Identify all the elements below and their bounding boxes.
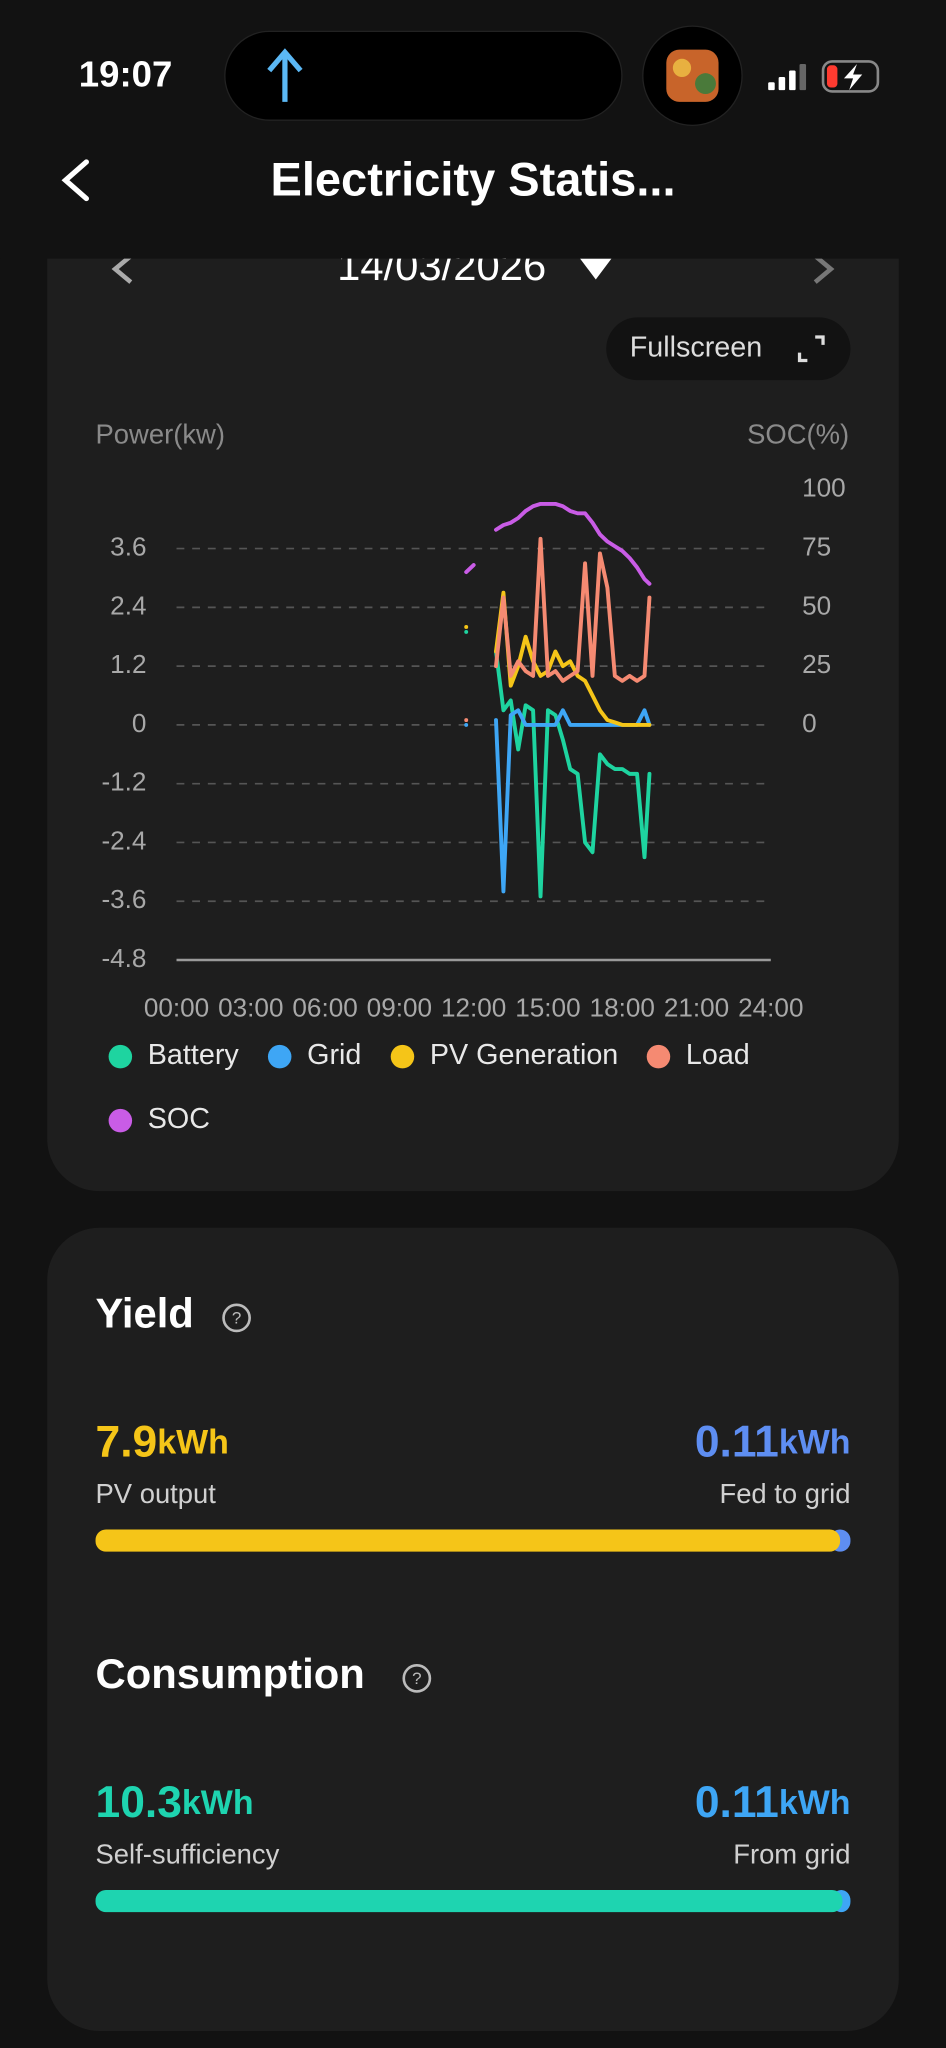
y-tick-label: -3.6 [101, 884, 146, 914]
back-button[interactable] [61, 159, 89, 202]
x-tick-label: 00:00 [144, 993, 209, 1023]
x-tick-label: 09:00 [367, 993, 432, 1023]
value: 0.11 [695, 1417, 779, 1466]
signal-bar [799, 64, 807, 91]
charging-icon [843, 64, 863, 91]
legend-swatch [267, 1044, 292, 1069]
help-glyph[interactable]: ? [232, 1309, 241, 1328]
battery [821, 60, 880, 93]
series-line [464, 629, 652, 899]
y-tick-label: -1.2 [101, 767, 146, 797]
legend: Battery Grid PV Generation Load SOC [108, 1039, 750, 1135]
unit: kWh [157, 1424, 229, 1462]
bar-segment [95, 1529, 841, 1552]
legend-label: PV Generation [430, 1039, 618, 1071]
stats-card [47, 1227, 899, 2032]
y-tick-label: -4.8 [101, 943, 146, 973]
fullscreen-icon[interactable] [797, 335, 825, 363]
stat-value: 0.11kWh [695, 1417, 851, 1466]
yield-bar [95, 1529, 851, 1552]
value: 7.9 [96, 1417, 158, 1466]
stat-label: From grid [733, 1838, 850, 1869]
x-tick-label: 15:00 [515, 993, 580, 1023]
help-icon[interactable] [402, 1664, 432, 1693]
y2-tick-label: 75 [802, 531, 831, 561]
section-title: Consumption [96, 1650, 365, 1697]
series-line [464, 536, 652, 723]
stat-value: 0.11kWh [695, 1778, 851, 1827]
dynamic-island [224, 30, 623, 121]
fullscreen-button[interactable] [606, 317, 851, 381]
unit: kWh [182, 1784, 254, 1822]
y-tick-label: 1.2 [110, 649, 146, 679]
signal [768, 64, 807, 91]
section-title: Yield [96, 1290, 194, 1337]
legend-swatch [390, 1044, 415, 1069]
x-tick-label: 06:00 [292, 993, 357, 1023]
legend-label: Load [686, 1039, 750, 1071]
y-axis-title: Power(kw) [96, 418, 225, 449]
stat-value: 7.9kWh [96, 1417, 229, 1466]
stat-label: Self-sufficiency [96, 1838, 280, 1869]
y2-tick-label: 50 [802, 590, 831, 620]
y2-tick-label: 25 [802, 649, 831, 679]
date-dropdown[interactable] [580, 258, 612, 280]
next-date[interactable] [813, 254, 835, 284]
series-line [464, 590, 652, 727]
value: 10.3 [96, 1778, 182, 1827]
bar-segment [95, 1889, 843, 1913]
stat-value: 10.3kWh [96, 1778, 254, 1827]
stat-label: PV output [96, 1478, 217, 1509]
stat-label: Fed to grid [719, 1478, 850, 1509]
x-tick-label: 21:00 [664, 993, 729, 1023]
help-icon[interactable] [222, 1303, 251, 1333]
x-tick-label: 03:00 [218, 993, 283, 1023]
page-title: Electricity Statis... [270, 152, 675, 205]
plot: -4.8 -3.6 -2.4 -1.2 0 1.2 2.4 3.6 0 25 50 75 100 00:0… [101, 473, 845, 1023]
y-tick-label: 2.4 [110, 590, 146, 620]
help-glyph[interactable]: ? [412, 1669, 421, 1688]
legend-label: Battery [148, 1039, 240, 1071]
unit: kWh [779, 1424, 851, 1462]
chart-card [47, 195, 899, 1192]
consumption-bar [95, 1889, 851, 1913]
y-tick-label: 0 [132, 708, 147, 738]
series-line [464, 501, 652, 586]
thumb-detail [695, 73, 716, 95]
fullscreen-label[interactable]: Fullscreen [630, 331, 762, 363]
legend-label: Grid [307, 1039, 361, 1071]
value: 0.11 [695, 1778, 779, 1827]
x-tick-label: 24:00 [738, 993, 803, 1023]
legend-swatch [108, 1044, 133, 1069]
x-tick-label: 12:00 [441, 993, 506, 1023]
y2-tick-label: 100 [802, 473, 846, 503]
legend-label: SOC [148, 1103, 210, 1135]
y-tick-label: 3.6 [110, 531, 146, 561]
x-tick-label: 18:00 [590, 993, 655, 1023]
legend-swatch [646, 1044, 671, 1069]
prev-date[interactable] [111, 254, 133, 284]
unit: kWh [779, 1784, 851, 1822]
y2-tick-label: 0 [802, 708, 817, 738]
thumb-detail [672, 58, 692, 78]
signal-bar [789, 70, 796, 91]
y-tick-label: -2.4 [101, 825, 146, 855]
legend-swatch [108, 1108, 133, 1133]
status-time: 19:07 [79, 54, 173, 95]
signal-bar [778, 77, 786, 91]
signal-bar [768, 82, 775, 91]
arrow-icon [267, 48, 303, 102]
y2-axis-title: SOC(%) [747, 418, 849, 449]
battery-level [826, 65, 838, 88]
